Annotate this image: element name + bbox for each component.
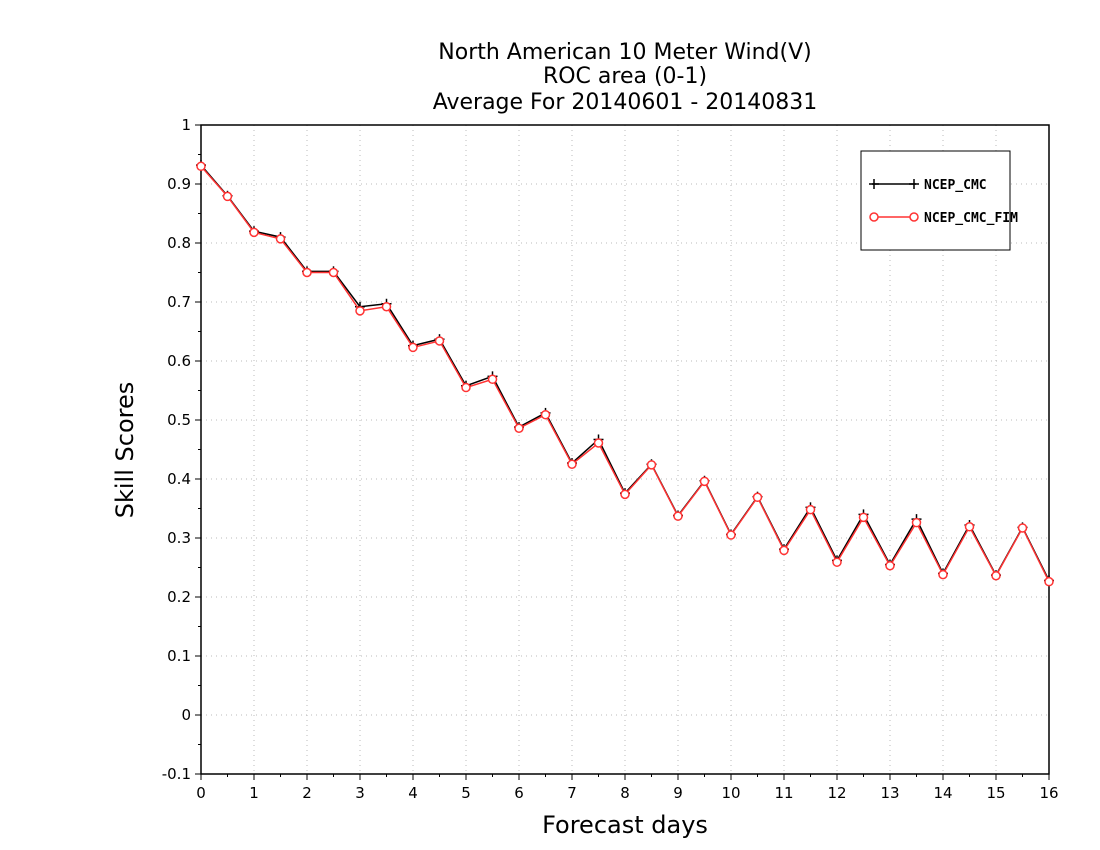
legend-marker-1-b	[909, 212, 919, 222]
series-1-point-20	[726, 530, 736, 540]
chart-title-line-3: Average For 20140601 - 20140831	[433, 90, 818, 115]
legend-entries: NCEP_CMC NCEP_CMC_FIM	[869, 178, 1018, 226]
legend-label-0: NCEP_CMC	[924, 178, 987, 193]
chart-title-line-2: ROC area (0-1)	[543, 64, 707, 89]
x-tick-label: 5	[461, 784, 471, 802]
x-tick-label: 4	[408, 784, 418, 802]
series-1-point-1	[222, 191, 233, 202]
legend-marker-0-b	[909, 179, 919, 189]
series-1-point-22	[779, 545, 789, 556]
legend: NCEP_CMC NCEP_CMC_FIM	[860, 150, 1018, 251]
legend-marker-1-a	[869, 212, 879, 222]
series-1-point-6	[355, 306, 365, 316]
y-tick-label: -0.1	[162, 765, 191, 783]
series-1-point-17	[646, 460, 657, 470]
x-tick-label: 15	[986, 784, 1005, 802]
series-1-point-14	[567, 459, 577, 469]
series-1-point-21	[752, 492, 763, 503]
x-tick-label: 13	[880, 784, 899, 802]
series-1-point-26	[885, 560, 895, 571]
y-tick-label: 0.6	[167, 352, 191, 370]
x-tick-label: 10	[721, 784, 740, 802]
series-1-point-5	[328, 267, 339, 278]
y-axis-label: Skill Scores	[111, 382, 139, 519]
x-tick-label: 9	[673, 784, 683, 802]
series	[196, 160, 1054, 587]
legend-box	[860, 150, 1011, 251]
y-tick-label: 0.8	[167, 234, 191, 252]
x-tick-label: 3	[355, 784, 365, 802]
y-tick-label: 0.7	[167, 293, 191, 311]
y-tick-label: 0.1	[167, 647, 191, 665]
y-tick-label: 0.3	[167, 529, 191, 547]
series-1-point-10	[461, 382, 471, 393]
y-tick-label: 0	[181, 706, 191, 724]
series-1-point-12	[514, 423, 524, 434]
series-1-point-18	[673, 511, 683, 521]
legend-label-1: NCEP_CMC_FIM	[924, 211, 1018, 226]
x-tick-label: 7	[567, 784, 577, 802]
series-1-point-0	[196, 161, 206, 172]
series-1-point-29	[964, 522, 975, 532]
series-1-point-32	[1044, 576, 1054, 587]
x-tick-label: 8	[620, 784, 630, 802]
x-tick-label: 2	[302, 784, 312, 802]
series-1-point-23	[805, 504, 816, 515]
series-1-point-13	[540, 409, 551, 420]
series-1-point-31	[1017, 523, 1028, 533]
chart-title-line-1: North American 10 Meter Wind(V)	[438, 40, 811, 65]
series-1-point-24	[832, 557, 842, 567]
x-tick-label: 14	[933, 784, 952, 802]
grid	[201, 125, 1049, 774]
series-1-point-8	[408, 342, 418, 353]
series-1-point-19	[699, 476, 710, 487]
x-tick-label: 1	[249, 784, 259, 802]
x-tick-label: 16	[1039, 784, 1058, 802]
series-1-point-25	[858, 512, 869, 523]
axis-ticks: -0.100.10.20.30.40.50.60.70.80.910 1 2 3 4 5 6…	[162, 116, 1059, 802]
x-tick-label: 0	[196, 784, 206, 802]
series-1-point-4	[302, 267, 312, 278]
y-tick-label: 0.2	[167, 588, 191, 606]
legend-marker-0-a	[869, 179, 879, 189]
y-tick-label: 0.4	[167, 470, 191, 488]
series-1-point-16	[620, 489, 630, 500]
x-tick-label: 12	[827, 784, 846, 802]
chart-title: North American 10 Meter Wind(V) ROC area…	[433, 40, 818, 115]
series-1-point-27	[911, 517, 922, 528]
series-1-point-11	[487, 374, 498, 385]
series-1-point-28	[938, 569, 948, 580]
series-1-point-3	[275, 234, 286, 244]
x-tick-label: 11	[774, 784, 793, 802]
x-axis-label: Forecast days	[542, 811, 708, 839]
series-1-point-30	[991, 571, 1001, 581]
y-tick-label: 0.5	[167, 411, 191, 429]
y-tick-label: 0.9	[167, 175, 191, 193]
series-1-point-9	[434, 336, 445, 346]
series-1-point-15	[593, 438, 604, 448]
series-1-point-7	[381, 301, 392, 312]
series-1-point-2	[249, 227, 259, 238]
x-tick-label: 6	[514, 784, 524, 802]
y-tick-label: 1	[181, 116, 191, 134]
